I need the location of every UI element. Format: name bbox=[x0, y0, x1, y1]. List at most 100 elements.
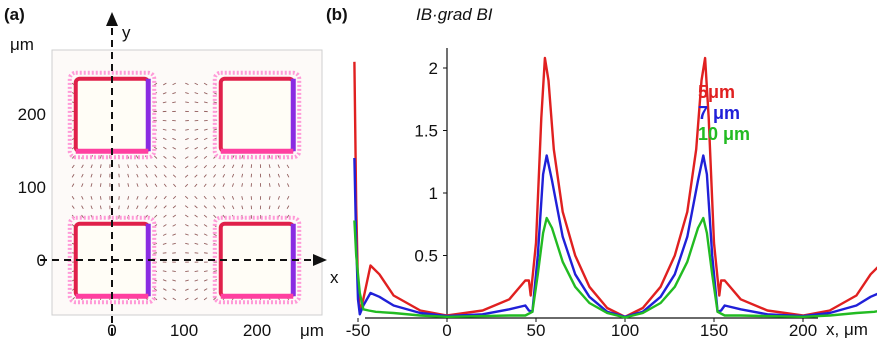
field-line bbox=[153, 288, 158, 291]
field-line bbox=[154, 183, 158, 188]
field-line bbox=[162, 270, 167, 273]
field-line bbox=[203, 288, 208, 291]
field-line bbox=[145, 205, 148, 209]
field-line bbox=[194, 165, 198, 169]
field-line bbox=[172, 205, 177, 209]
field-line bbox=[163, 174, 167, 178]
field-line bbox=[127, 164, 130, 169]
panel-a-unit-top: μm bbox=[10, 35, 34, 54]
field-line bbox=[231, 196, 235, 200]
field-line bbox=[203, 270, 208, 273]
series-line bbox=[353, 154, 877, 318]
field-line bbox=[213, 205, 217, 209]
field-line bbox=[172, 288, 176, 291]
field-line bbox=[213, 128, 218, 131]
field-line bbox=[185, 297, 189, 301]
field-line bbox=[81, 214, 84, 219]
field-line bbox=[185, 129, 189, 131]
field-line bbox=[184, 214, 189, 218]
field-line bbox=[203, 214, 208, 218]
field-line bbox=[203, 92, 208, 95]
field-line bbox=[194, 195, 198, 200]
field-line bbox=[277, 164, 280, 169]
field-line bbox=[203, 146, 208, 150]
field-line bbox=[194, 137, 199, 141]
x-tick-label: -50 bbox=[346, 321, 371, 340]
field-line bbox=[268, 183, 271, 187]
field-line bbox=[268, 173, 271, 178]
field-line bbox=[222, 164, 226, 169]
field-line bbox=[194, 288, 199, 291]
field-line bbox=[162, 137, 167, 141]
field-line bbox=[184, 174, 189, 178]
field-line bbox=[213, 183, 216, 188]
field-line bbox=[185, 82, 189, 85]
field-line bbox=[154, 205, 158, 209]
field-line bbox=[136, 196, 139, 200]
magnet bbox=[212, 70, 302, 160]
field-line bbox=[203, 242, 208, 245]
field-line bbox=[90, 196, 93, 200]
field-line bbox=[127, 205, 130, 210]
x-tick-label: 100 bbox=[611, 321, 639, 340]
field-line bbox=[241, 205, 244, 210]
field-line bbox=[203, 101, 208, 104]
field-line bbox=[213, 297, 217, 301]
field-line bbox=[163, 82, 167, 86]
field-line bbox=[153, 146, 158, 150]
field-line bbox=[185, 147, 189, 150]
field-line bbox=[172, 224, 177, 227]
field-line bbox=[194, 205, 198, 209]
field-line bbox=[172, 195, 177, 200]
panel-a-y-tick: 100 bbox=[18, 178, 46, 197]
field-line bbox=[185, 288, 189, 291]
field-line bbox=[185, 233, 189, 236]
field-line bbox=[81, 196, 84, 200]
field-line bbox=[127, 183, 130, 187]
field-line bbox=[163, 195, 167, 200]
y-axis-arrow bbox=[106, 12, 118, 26]
field-line bbox=[172, 279, 176, 282]
field-line bbox=[268, 205, 271, 210]
y-tick-label: 1.5 bbox=[414, 122, 438, 141]
field-line bbox=[185, 242, 189, 245]
field-line bbox=[136, 164, 139, 169]
panel-b-series bbox=[353, 56, 877, 319]
field-line bbox=[172, 270, 176, 273]
field-line bbox=[71, 195, 75, 200]
field-line bbox=[203, 128, 208, 131]
field-line bbox=[99, 164, 102, 169]
panel-a: (a) μm μm y x 0 100 200 0 100 200 bbox=[4, 5, 339, 340]
field-line bbox=[172, 156, 177, 159]
field-line bbox=[194, 279, 199, 282]
field-line bbox=[203, 174, 207, 178]
field-line bbox=[153, 82, 158, 86]
field-line bbox=[184, 165, 189, 169]
field-line bbox=[172, 214, 177, 218]
field-line bbox=[173, 183, 177, 188]
field-line bbox=[286, 164, 290, 169]
field-line bbox=[213, 92, 217, 95]
field-line bbox=[162, 101, 167, 104]
field-line bbox=[154, 195, 158, 200]
field-line bbox=[127, 196, 130, 200]
legend-5um: 5μm bbox=[698, 82, 735, 102]
field-line bbox=[145, 183, 148, 187]
field-line bbox=[136, 173, 139, 178]
field-line bbox=[154, 174, 158, 178]
field-line bbox=[203, 205, 207, 209]
field-line bbox=[286, 173, 290, 178]
field-line bbox=[172, 233, 176, 236]
x-tick-label: 50 bbox=[527, 321, 546, 340]
field-line bbox=[185, 101, 189, 104]
field-line bbox=[184, 195, 189, 199]
panel-a-y-tick: 0 bbox=[37, 251, 46, 270]
field-line bbox=[162, 128, 167, 131]
field-line bbox=[172, 137, 176, 141]
field-line bbox=[231, 183, 234, 187]
field-line bbox=[185, 138, 189, 141]
field-line bbox=[185, 92, 189, 95]
field-line bbox=[203, 297, 208, 301]
field-line bbox=[194, 242, 199, 245]
x-tick-label: 150 bbox=[700, 321, 728, 340]
